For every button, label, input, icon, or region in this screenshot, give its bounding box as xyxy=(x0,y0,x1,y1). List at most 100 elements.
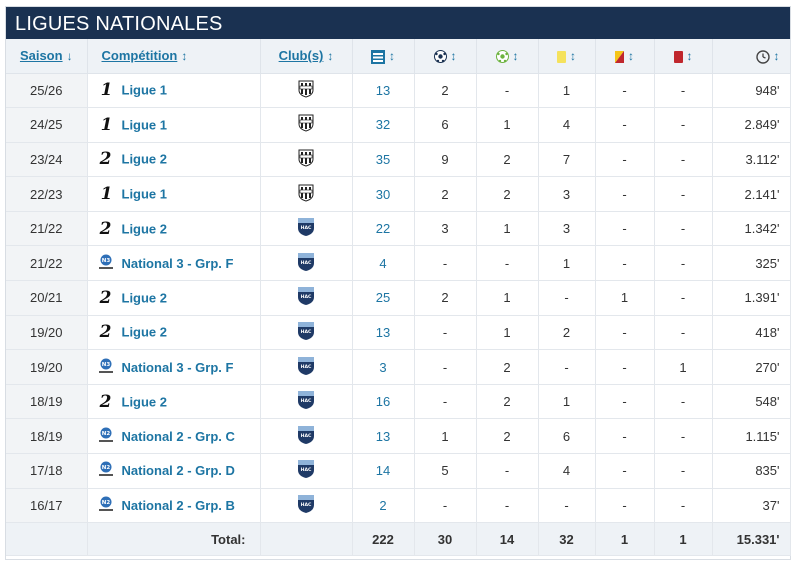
minutes-cell: 325' xyxy=(712,245,791,282)
competition-link[interactable]: Ligue 2 xyxy=(121,394,168,410)
table-row: 25/26 1 Ligue 1 13 2-1- -948' xyxy=(6,73,791,109)
appearances-column-header[interactable]: ↕ xyxy=(352,39,415,74)
le-havre-crest[interactable]: HAC xyxy=(297,390,315,413)
appearances-link[interactable]: 22 xyxy=(352,211,415,247)
minutes-cell: 37' xyxy=(712,488,791,524)
le-havre-crest[interactable]: HAC xyxy=(297,217,315,240)
competition-link[interactable]: Ligue 1 xyxy=(121,117,168,133)
club-column-header[interactable]: Club(s) ↕ xyxy=(260,39,353,74)
goals-cell: - xyxy=(414,245,477,282)
season-cell: 18/19 xyxy=(6,384,88,420)
svg-text:HAC: HAC xyxy=(301,433,312,439)
assists-cell: 1 xyxy=(476,211,539,247)
competition-cell: N2 National 2 - Grp. D xyxy=(87,453,261,489)
yellow-red-cards-cell: - xyxy=(595,384,655,420)
yellow-red-cards-cell: - xyxy=(595,349,655,385)
ligue2-logo: 2 xyxy=(99,149,112,170)
svg-text:N3: N3 xyxy=(101,258,110,264)
le-havre-crest[interactable]: HAC xyxy=(297,252,315,275)
competition-link[interactable]: National 2 - Grp. D xyxy=(121,463,235,479)
competition-link[interactable]: National 2 - Grp. C xyxy=(121,428,235,444)
total-empty-cell xyxy=(260,522,353,557)
competition-link[interactable]: Ligue 2 xyxy=(121,151,168,167)
red-cards-column-header[interactable]: ↕ xyxy=(654,39,713,74)
national2-logo: N2 xyxy=(96,460,116,481)
le-havre-crest[interactable]: HAC xyxy=(297,459,315,482)
ligue1-logo: 1 xyxy=(100,80,113,101)
red-cards-cell: - xyxy=(654,142,713,178)
competition-link[interactable]: National 3 - Grp. F xyxy=(121,255,234,271)
red-cards-cell: - xyxy=(654,280,713,316)
competition-link[interactable]: Ligue 1 xyxy=(121,186,168,202)
yellow-cards-cell: 3 xyxy=(538,211,596,247)
assists-cell: 1 xyxy=(476,107,539,143)
sort-arrow-icon: ↕ xyxy=(450,49,457,64)
season-cell: 21/22 xyxy=(6,211,88,247)
competition-link[interactable]: National 2 - Grp. B xyxy=(121,497,235,513)
angers-crest[interactable] xyxy=(298,114,314,135)
appearances-link[interactable]: 30 xyxy=(352,176,415,212)
appearances-link[interactable]: 14 xyxy=(352,453,415,489)
appearances-link[interactable]: 16 xyxy=(352,384,415,420)
appearances-link[interactable]: 32 xyxy=(352,107,415,143)
appearances-link[interactable]: 13 xyxy=(352,315,415,351)
appearances-link[interactable]: 25 xyxy=(352,280,415,316)
svg-text:HAC: HAC xyxy=(301,225,312,231)
appearances-link[interactable]: 3 xyxy=(352,349,415,385)
svg-text:N2: N2 xyxy=(101,500,110,506)
ligue1-logo: 1 xyxy=(100,114,113,135)
national2-logo: N2 xyxy=(96,426,116,447)
yellow-red-cards-cell: - xyxy=(595,315,655,351)
angers-crest[interactable] xyxy=(298,80,314,101)
svg-text:HAC: HAC xyxy=(301,398,312,404)
le-havre-crest[interactable]: HAC xyxy=(297,286,315,309)
appearances-link[interactable]: 2 xyxy=(352,488,415,524)
season-cell: 18/19 xyxy=(6,418,88,455)
angers-crest[interactable] xyxy=(298,149,314,170)
goals-cell: 5 xyxy=(414,453,477,489)
competition-cell: 2 Ligue 2 xyxy=(87,315,261,351)
appearances-link[interactable]: 13 xyxy=(352,418,415,455)
minutes-cell: 270' xyxy=(712,349,791,385)
le-havre-crest[interactable]: HAC xyxy=(297,321,315,344)
competition-link[interactable]: Ligue 1 xyxy=(121,82,168,98)
competition-link[interactable]: Ligue 2 xyxy=(121,324,168,340)
le-havre-crest[interactable]: HAC xyxy=(297,494,315,517)
total-goals: 30 xyxy=(414,522,477,557)
assists-cell: 2 xyxy=(476,349,539,385)
appearances-link[interactable]: 35 xyxy=(352,142,415,178)
season-column-header[interactable]: Saison ↓ xyxy=(6,39,88,74)
goals-cell: - xyxy=(414,384,477,420)
red-card-icon xyxy=(673,50,683,63)
panel-title: LIGUES NATIONALES xyxy=(6,7,790,39)
yellow-cards-cell: 1 xyxy=(538,245,596,282)
yellow-red-cards-cell: - xyxy=(595,176,655,212)
minutes-column-header[interactable]: ↕ xyxy=(712,39,791,74)
goals-cell: - xyxy=(414,488,477,524)
club-cell xyxy=(260,176,353,212)
appearances-link[interactable]: 13 xyxy=(352,73,415,109)
yellow-red-cards-cell: - xyxy=(595,211,655,247)
competition-link[interactable]: National 3 - Grp. F xyxy=(121,359,234,375)
le-havre-crest[interactable]: HAC xyxy=(297,356,315,379)
competition-link[interactable]: Ligue 2 xyxy=(121,221,168,237)
club-cell: HAC xyxy=(260,211,353,247)
yellow-cards-cell: - xyxy=(538,488,596,524)
table-body: 25/26 1 Ligue 1 13 2-1- -948' 24/25 1 Ligue 1 32 6… xyxy=(6,73,791,524)
yellow-cards-column-header[interactable]: ↕ xyxy=(538,39,596,74)
assists-cell: 2 xyxy=(476,418,539,455)
goals-column-header[interactable]: ↕ xyxy=(414,39,477,74)
sort-arrow-icon: ↕ xyxy=(686,49,693,64)
clock-icon xyxy=(755,49,770,64)
competition-column-header[interactable]: Compétition ↕ xyxy=(87,39,261,74)
le-havre-crest[interactable]: HAC xyxy=(297,425,315,448)
table-row: 22/23 1 Ligue 1 30 2 2 3- -2.141' xyxy=(6,176,791,212)
yellow-red-cards-column-header[interactable]: ↕ xyxy=(595,39,655,74)
red-cards-cell: - xyxy=(654,453,713,489)
appearances-link[interactable]: 4 xyxy=(352,245,415,282)
angers-crest[interactable] xyxy=(298,184,314,205)
goals-cell: 6 xyxy=(414,107,477,143)
stats-table: Saison ↓ Compétition ↕ Club(s) ↕ ↕ ↕ ↕ ↕ ↕ … xyxy=(6,39,791,557)
assists-column-header[interactable]: ↕ xyxy=(476,39,539,74)
competition-link[interactable]: Ligue 2 xyxy=(121,290,168,306)
